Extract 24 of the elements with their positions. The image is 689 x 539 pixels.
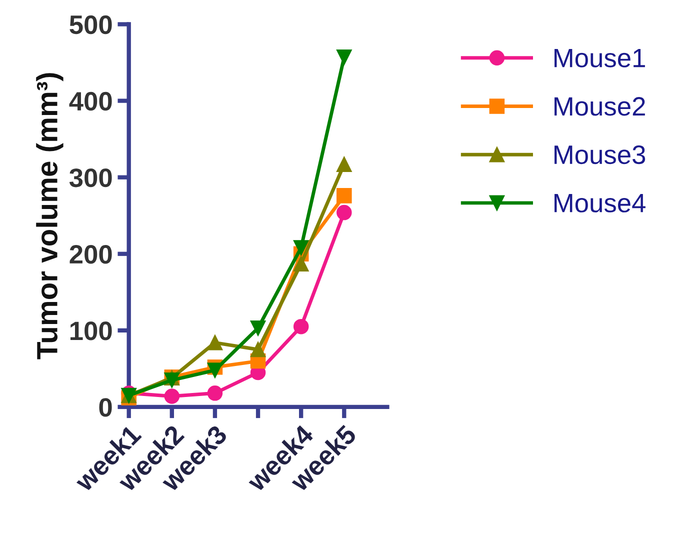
y-tick-label: 400	[69, 92, 112, 111]
legend-label: Mouse4	[554, 194, 646, 212]
y-tick-label: 100	[70, 322, 112, 340]
legend-label: Mouse1	[554, 48, 645, 68]
legend-label: Mouse3	[554, 145, 646, 164]
point	[336, 188, 352, 204]
point	[293, 256, 309, 272]
point	[164, 388, 180, 404]
point	[207, 362, 223, 378]
y-axis-title: Tumor volume (mm³)	[36, 73, 64, 360]
y-tick-label: 0	[99, 398, 112, 417]
point	[250, 320, 266, 336]
point	[207, 386, 223, 401]
point	[207, 335, 223, 350]
legend-label: Mouse2	[554, 97, 645, 116]
point	[293, 240, 309, 256]
y-tick-label: 200	[70, 245, 112, 264]
y-tick-label: 500	[70, 15, 112, 34]
point	[336, 156, 352, 172]
y-tick-label: 300	[69, 168, 112, 188]
point	[250, 342, 266, 358]
point	[336, 50, 352, 65]
point	[336, 204, 352, 220]
point	[293, 318, 309, 334]
